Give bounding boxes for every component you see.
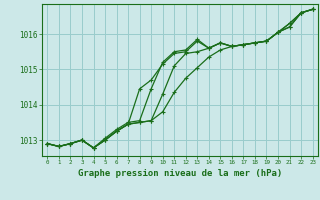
X-axis label: Graphe pression niveau de la mer (hPa): Graphe pression niveau de la mer (hPa) bbox=[78, 169, 282, 178]
